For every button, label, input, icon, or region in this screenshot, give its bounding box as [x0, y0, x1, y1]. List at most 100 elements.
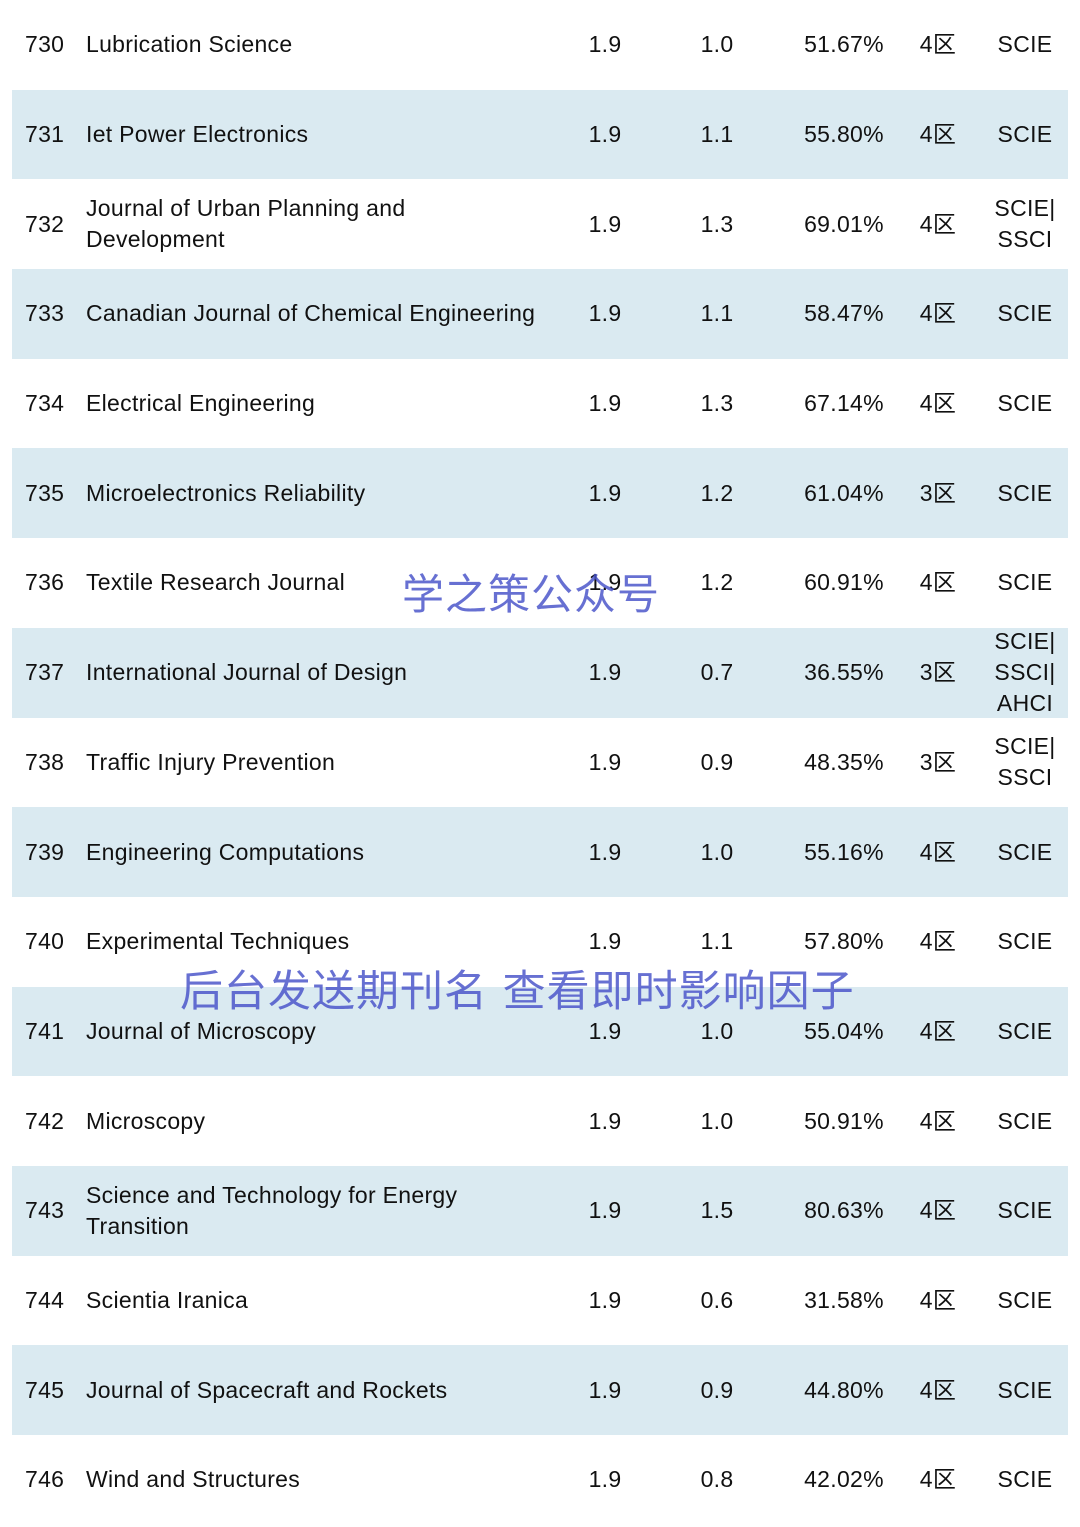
percentile: 50.91% [804, 1107, 884, 1134]
row-number: 733 [25, 300, 65, 327]
table-row: 746 Wind and Structures 1.9 0.8 42.02% 4区 SCIE [12, 1435, 1068, 1525]
journal-name-cell: Canadian Journal of Chemical Engineering [86, 269, 546, 359]
index-type: SCIE [997, 300, 1053, 327]
impact-factor-alt-cell: 1.2 [684, 538, 750, 628]
index-type: SCIE [997, 1017, 1053, 1044]
percentile: 67.14% [804, 390, 884, 417]
impact-factor-alt: 0.9 [700, 1376, 734, 1403]
percentile: 69.01% [804, 210, 884, 237]
row-number-cell: 743 [25, 1166, 85, 1256]
journal-name: Scientia Iranica [86, 1286, 249, 1313]
journal-name-cell: Traffic Injury Prevention [86, 718, 546, 808]
percentile-cell: 50.91% [782, 1076, 906, 1166]
impact-factor-alt-cell: 1.1 [684, 897, 750, 987]
journal-name-cell: Journal of Spacecraft and Rockets [86, 1345, 546, 1435]
row-number: 735 [25, 479, 65, 506]
journal-name-cell: Journal of Urban Planning and Developmen… [86, 179, 546, 269]
zone: 4区 [919, 838, 957, 865]
impact-factor-cell: 1.9 [572, 807, 638, 897]
row-number: 730 [25, 31, 65, 58]
zone: 3区 [919, 748, 957, 775]
zone: 4区 [919, 1197, 957, 1224]
impact-factor-cell: 1.9 [572, 0, 638, 90]
index-type: SCIE| SSCI [994, 195, 1056, 253]
table-row: 732 Journal of Urban Planning and Develop… [12, 179, 1068, 269]
impact-factor-alt: 1.2 [700, 479, 734, 506]
index-type-cell: SCIE [980, 1256, 1070, 1346]
zone: 4区 [919, 390, 957, 417]
table-row: 745 Journal of Spacecraft and Rockets 1.9 0… [12, 1345, 1068, 1435]
impact-factor: 1.9 [588, 210, 622, 237]
index-type: SCIE [997, 1107, 1053, 1134]
impact-factor-alt-cell: 1.0 [684, 0, 750, 90]
impact-factor: 1.9 [588, 1376, 622, 1403]
percentile: 61.04% [804, 479, 884, 506]
impact-factor: 1.9 [588, 748, 622, 775]
impact-factor-alt: 1.0 [700, 1017, 734, 1044]
impact-factor: 1.9 [588, 1466, 622, 1493]
impact-factor-alt: 0.9 [700, 748, 734, 775]
impact-factor-alt: 1.1 [700, 121, 734, 148]
impact-factor-cell: 1.9 [572, 897, 638, 987]
row-number-cell: 740 [25, 897, 85, 987]
index-type: SCIE [997, 390, 1053, 417]
impact-factor-alt: 1.1 [700, 928, 734, 955]
row-number: 736 [25, 569, 65, 596]
row-number: 734 [25, 390, 65, 417]
journal-name: Journal of Microscopy [86, 1017, 316, 1044]
row-number: 732 [25, 210, 65, 237]
row-number-cell: 738 [25, 718, 85, 808]
index-type-cell: SCIE| SSCI [980, 718, 1070, 808]
zone-cell: 4区 [910, 987, 966, 1077]
journal-name-cell: Science and Technology for Energy Transi… [86, 1166, 546, 1256]
impact-factor: 1.9 [588, 569, 622, 596]
impact-factor-cell: 1.9 [572, 90, 638, 180]
percentile-cell: 67.14% [782, 359, 906, 449]
impact-factor-cell: 1.9 [572, 628, 638, 718]
impact-factor-cell: 1.9 [572, 1166, 638, 1256]
impact-factor-alt-cell: 0.9 [684, 1345, 750, 1435]
impact-factor: 1.9 [588, 300, 622, 327]
index-type: SCIE| SSCI| AHCI [994, 628, 1056, 717]
percentile: 60.91% [804, 569, 884, 596]
index-type-cell: SCIE [980, 807, 1070, 897]
zone-cell: 4区 [910, 1435, 966, 1525]
impact-factor-alt-cell: 1.5 [684, 1166, 750, 1256]
percentile-cell: 57.80% [782, 897, 906, 987]
index-type-cell: SCIE [980, 897, 1070, 987]
journal-name-cell: Engineering Computations [86, 807, 546, 897]
journal-name: Traffic Injury Prevention [86, 748, 336, 775]
journal-name: Science and Technology for Energy Transi… [86, 1181, 458, 1239]
zone: 4区 [919, 569, 957, 596]
impact-factor-alt: 1.0 [700, 1107, 734, 1134]
index-type-cell: SCIE [980, 1435, 1070, 1525]
impact-factor-alt: 1.2 [700, 569, 734, 596]
impact-factor-alt-cell: 0.7 [684, 628, 750, 718]
percentile-cell: 48.35% [782, 718, 906, 808]
row-number: 746 [25, 1466, 65, 1493]
impact-factor-alt-cell: 0.9 [684, 718, 750, 808]
table-row: 741 Journal of Microscopy 1.9 1.0 55.04% 4区 SC… [12, 986, 1068, 1077]
zone: 4区 [919, 1017, 957, 1044]
index-type-cell: SCIE [980, 538, 1070, 628]
journal-name-cell: Journal of Microscopy [86, 987, 546, 1077]
row-number: 745 [25, 1376, 65, 1403]
zone-cell: 4区 [910, 1345, 966, 1435]
percentile-cell: 44.80% [782, 1345, 906, 1435]
impact-factor-cell: 1.9 [572, 1345, 638, 1435]
row-number: 739 [25, 838, 65, 865]
index-type-cell: SCIE [980, 0, 1070, 90]
row-number: 737 [25, 659, 65, 686]
row-number-cell: 737 [25, 628, 85, 718]
impact-factor: 1.9 [588, 659, 622, 686]
table-row: 735 Microelectronics Reliability 1.9 1.2 61.… [12, 448, 1068, 539]
impact-factor-alt: 1.3 [700, 390, 734, 417]
zone: 4区 [919, 928, 957, 955]
zone-cell: 4区 [910, 269, 966, 359]
zone-cell: 4区 [910, 807, 966, 897]
journal-name-cell: Microelectronics Reliability [86, 448, 546, 538]
impact-factor-cell: 1.9 [572, 538, 638, 628]
percentile-cell: 31.58% [782, 1256, 906, 1346]
zone: 4区 [919, 210, 957, 237]
zone-cell: 4区 [910, 1256, 966, 1346]
